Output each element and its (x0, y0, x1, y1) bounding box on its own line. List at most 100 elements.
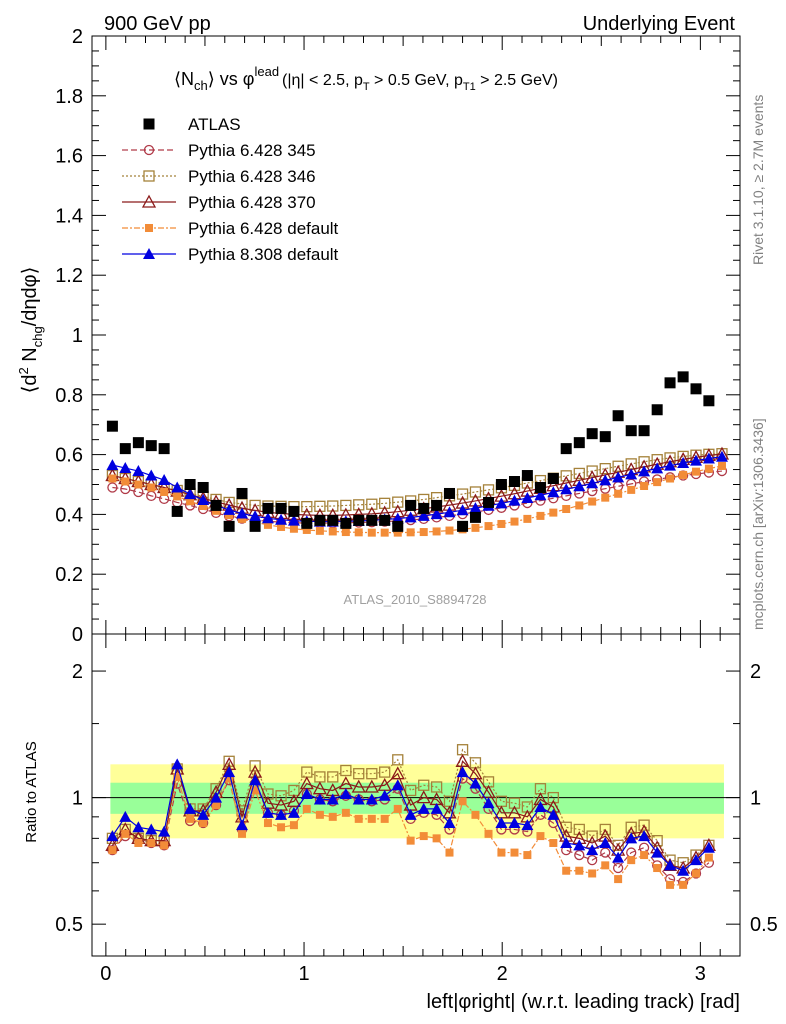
data-point (158, 825, 171, 837)
data-point-atlas (469, 511, 481, 523)
data-point (456, 488, 469, 500)
data-point (199, 502, 208, 511)
legend-label: Pythia 6.428 345 (188, 141, 316, 160)
data-point (536, 832, 545, 841)
data-point (601, 861, 610, 870)
data-point (406, 528, 415, 537)
data-point (432, 834, 441, 843)
data-point (404, 784, 417, 797)
data-point (160, 841, 169, 850)
data-point (173, 772, 182, 781)
data-point (393, 804, 402, 813)
ratio-y-tick-label: 0.5 (55, 914, 83, 936)
data-point (416, 790, 431, 804)
data-point (378, 789, 391, 801)
data-point (339, 787, 352, 799)
data-point (640, 481, 649, 490)
data-point (212, 801, 221, 810)
data-point-atlas (508, 476, 520, 488)
data-point (108, 474, 117, 483)
data-point (145, 823, 158, 835)
data-point (379, 766, 391, 778)
data-point (469, 502, 482, 514)
data-point (497, 519, 506, 528)
legend-item: Pythia 6.428 370 (122, 193, 316, 212)
data-point (223, 766, 236, 778)
data-point (289, 524, 298, 533)
ratio-frame (91, 633, 741, 957)
data-point-atlas (197, 481, 209, 493)
data-point (366, 768, 378, 780)
data-point-atlas (495, 479, 507, 490)
data-point (404, 808, 417, 820)
legend-label: Pythia 6.428 default (188, 219, 339, 238)
y-tick-label: 0.2 (55, 564, 83, 586)
data-point (236, 507, 249, 519)
data-point (287, 806, 300, 818)
data-point (326, 793, 339, 805)
y-tick-label: 1.2 (55, 265, 83, 287)
data-point (391, 512, 404, 524)
data-point (508, 817, 521, 829)
legend-label: Pythia 6.428 370 (188, 193, 316, 212)
data-point (380, 814, 389, 823)
data-point-atlas (521, 470, 533, 482)
data-point (147, 838, 156, 847)
data-point (419, 832, 428, 841)
data-point (145, 224, 153, 232)
x-tick-label: 2 (497, 963, 508, 985)
data-point (677, 864, 690, 876)
data-point-atlas (379, 514, 391, 526)
ratio-y-tick-label-right: 2 (750, 661, 761, 683)
data-point (471, 523, 480, 532)
data-point (549, 508, 558, 517)
data-point-atlas (262, 502, 274, 514)
data-point (677, 456, 690, 468)
data-point (484, 522, 493, 531)
data-point-atlas (638, 425, 650, 437)
data-point (666, 880, 675, 889)
data-point (367, 528, 376, 537)
y-tick-label: 0 (72, 624, 83, 646)
data-point-atlas (171, 505, 183, 517)
data-point (715, 450, 728, 462)
data-point (197, 494, 210, 506)
data-point (443, 506, 456, 518)
data-point-atlas (586, 428, 598, 440)
chart-title: ⟨Nch⟩ vs φlead(|η| < 2.5, pT > 0.5 GeV, … (174, 64, 558, 93)
data-point (143, 248, 155, 259)
data-point (327, 771, 339, 783)
data-point (560, 470, 572, 482)
rivet-version-label: Rivet 3.1.10, ≥ 2.7M events (750, 95, 766, 265)
data-point (173, 492, 182, 501)
data-point (379, 497, 391, 509)
data-point (417, 509, 430, 521)
data-point (653, 478, 662, 487)
data-point (666, 474, 675, 483)
data-point (573, 823, 585, 836)
data-point (471, 810, 480, 819)
data-point (341, 528, 350, 537)
data-point (523, 851, 532, 860)
data-point (251, 786, 260, 795)
data-point (717, 461, 726, 470)
data-point (261, 806, 274, 818)
data-point (134, 838, 143, 847)
data-point (508, 494, 521, 506)
data-point-atlas (119, 443, 131, 455)
data-point (277, 823, 286, 832)
data-point (351, 779, 366, 793)
data-point (638, 830, 651, 842)
data-point-atlas (275, 502, 287, 514)
data-point (354, 528, 363, 537)
data-point (588, 869, 597, 878)
data-point (249, 774, 262, 786)
x-tick-label: 1 (298, 963, 309, 985)
data-point (588, 497, 597, 506)
data-point (521, 819, 534, 831)
ratio-y-tick-label: 2 (72, 661, 83, 683)
data-point-atlas (443, 487, 455, 499)
legend: ATLAS Pythia 6.428 345 Pythia 6.428 346 Pyt… (122, 115, 339, 264)
data-point (534, 489, 547, 501)
